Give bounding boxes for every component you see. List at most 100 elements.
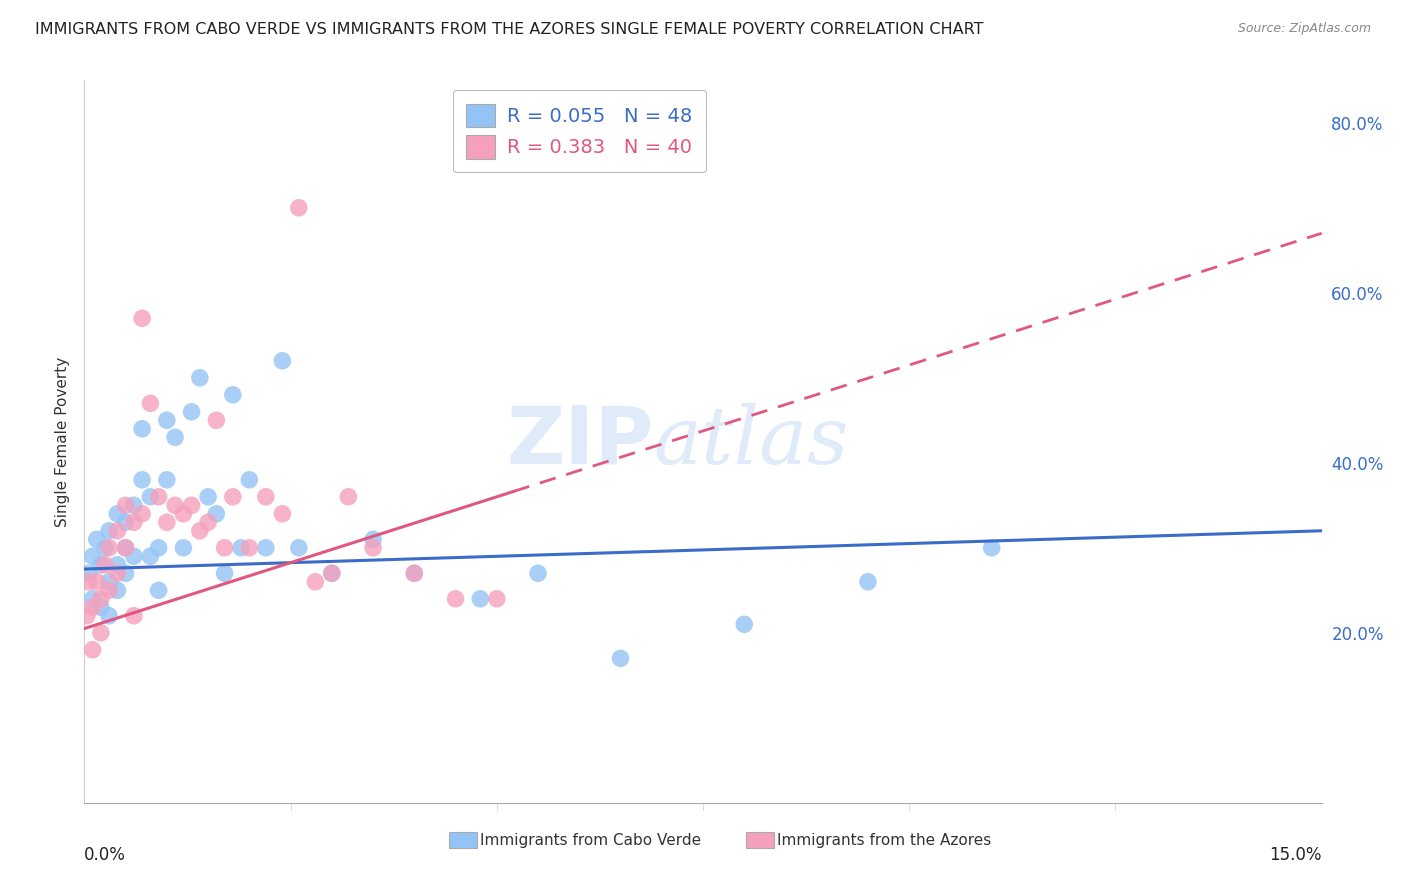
Point [82, 642, 104, 657]
Point [980, 541, 1002, 555]
Text: 0.0%: 0.0% [84, 847, 127, 864]
Text: Immigrants from the Azores: Immigrants from the Azores [778, 833, 991, 848]
Point [404, 566, 426, 581]
Text: 15.0%: 15.0% [1270, 847, 1322, 864]
Text: Immigrants from Cabo Verde: Immigrants from Cabo Verde [481, 833, 702, 848]
Legend: R = 0.055   N = 48, R = 0.383   N = 40: R = 0.055 N = 48, R = 0.383 N = 40 [453, 90, 706, 172]
Point [288, 201, 311, 215]
Point [77, 574, 100, 589]
Point [90, 625, 112, 640]
Point [105, 558, 128, 572]
Point [98, 524, 121, 538]
Point [214, 541, 236, 555]
Point [98, 541, 121, 555]
Point [527, 566, 550, 581]
Point [131, 473, 153, 487]
Point [114, 541, 136, 555]
Point [139, 549, 162, 564]
Point [82, 600, 104, 615]
Point [86, 533, 108, 547]
Point [90, 591, 112, 606]
Point [172, 541, 194, 555]
Point [238, 541, 260, 555]
Point [361, 541, 384, 555]
Point [205, 507, 228, 521]
Text: ZIP: ZIP [506, 402, 654, 481]
Point [139, 396, 162, 410]
Point [76, 608, 98, 623]
Point [238, 473, 260, 487]
Point [197, 490, 219, 504]
Point [131, 507, 153, 521]
FancyBboxPatch shape [450, 832, 477, 848]
Point [609, 651, 631, 665]
Point [105, 583, 128, 598]
Point [131, 311, 153, 326]
Point [470, 591, 492, 606]
Point [404, 566, 426, 581]
Point [856, 574, 879, 589]
Point [114, 541, 136, 555]
FancyBboxPatch shape [747, 832, 773, 848]
Point [114, 516, 136, 530]
Point [114, 498, 136, 512]
Point [361, 533, 384, 547]
Point [271, 507, 294, 521]
Point [229, 541, 252, 555]
Point [148, 583, 170, 598]
Point [105, 507, 128, 521]
Point [197, 516, 219, 530]
Point [180, 405, 202, 419]
Text: Source: ZipAtlas.com: Source: ZipAtlas.com [1237, 22, 1371, 36]
Point [172, 507, 194, 521]
Point [122, 516, 145, 530]
Point [321, 566, 343, 581]
Point [98, 574, 121, 589]
Point [180, 498, 202, 512]
Point [222, 388, 245, 402]
Point [188, 524, 211, 538]
Point [254, 490, 277, 504]
Point [304, 574, 326, 589]
Point [205, 413, 228, 427]
Text: IMMIGRANTS FROM CABO VERDE VS IMMIGRANTS FROM THE AZORES SINGLE FEMALE POVERTY C: IMMIGRANTS FROM CABO VERDE VS IMMIGRANTS… [35, 22, 984, 37]
Point [156, 473, 179, 487]
Point [114, 566, 136, 581]
Text: atlas: atlas [654, 403, 849, 480]
Point [105, 524, 128, 538]
Point [94, 558, 117, 572]
Point [271, 353, 294, 368]
Point [156, 516, 179, 530]
Point [321, 566, 343, 581]
Point [156, 413, 179, 427]
Point [105, 566, 128, 581]
Point [165, 498, 187, 512]
Point [337, 490, 360, 504]
Point [444, 591, 467, 606]
Point [90, 600, 112, 615]
Point [148, 541, 170, 555]
Point [77, 566, 100, 581]
Point [98, 583, 121, 598]
Point [254, 541, 277, 555]
Point [94, 541, 117, 555]
Point [86, 574, 108, 589]
Point [82, 591, 104, 606]
Point [122, 549, 145, 564]
Point [98, 608, 121, 623]
Point [733, 617, 755, 632]
Point [214, 566, 236, 581]
Point [90, 558, 112, 572]
Point [82, 549, 104, 564]
Point [122, 498, 145, 512]
Point [188, 371, 211, 385]
Point [148, 490, 170, 504]
Point [165, 430, 187, 444]
Point [139, 490, 162, 504]
Point [222, 490, 245, 504]
Point [131, 422, 153, 436]
Point [485, 591, 508, 606]
Point [288, 541, 311, 555]
Y-axis label: Single Female Poverty: Single Female Poverty [55, 357, 70, 526]
Point [122, 608, 145, 623]
